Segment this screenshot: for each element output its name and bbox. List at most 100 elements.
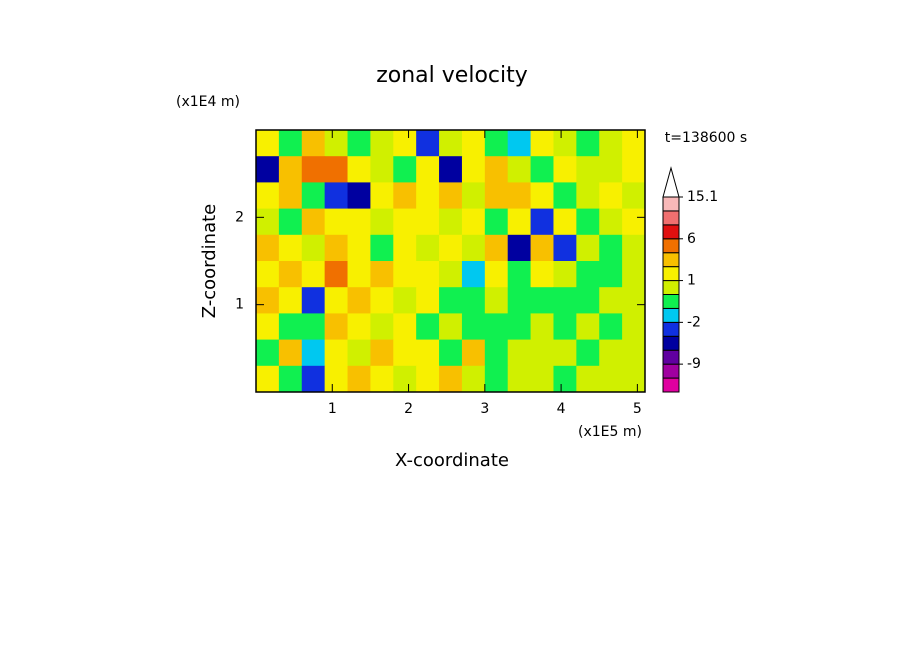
cell xyxy=(416,339,440,367)
colorbar-box xyxy=(662,377,680,393)
cell xyxy=(301,365,326,393)
colorbar-box xyxy=(662,196,680,212)
cell xyxy=(393,130,417,157)
cell xyxy=(278,156,303,183)
cell xyxy=(622,313,646,341)
cell xyxy=(599,234,623,262)
cell xyxy=(484,156,509,183)
cell xyxy=(461,182,486,210)
cell xyxy=(553,313,577,341)
cell xyxy=(484,287,509,314)
cell xyxy=(439,130,463,157)
cell xyxy=(256,182,280,210)
chart-title: zonal velocity xyxy=(376,63,528,88)
cell xyxy=(370,313,394,341)
cell xyxy=(324,156,349,183)
cell xyxy=(324,130,349,157)
colorbar-box xyxy=(662,307,680,323)
y-unit: (x1E4 m) xyxy=(176,94,240,110)
cell xyxy=(347,234,371,262)
cell xyxy=(599,130,623,157)
cell xyxy=(347,339,371,367)
cell xyxy=(484,313,509,341)
cell xyxy=(530,287,554,314)
cell xyxy=(370,365,394,393)
cell xyxy=(622,365,646,393)
y-tick-label: 1 xyxy=(235,297,244,313)
cell xyxy=(553,339,577,367)
cell xyxy=(484,182,509,210)
colorbar-extension xyxy=(662,166,680,198)
cell xyxy=(484,261,509,288)
cell xyxy=(256,130,280,157)
cell xyxy=(530,208,554,236)
cell xyxy=(278,182,303,210)
cell xyxy=(553,365,577,393)
cell xyxy=(439,182,463,210)
cell xyxy=(301,182,326,210)
cell xyxy=(530,261,554,288)
colorbar-box xyxy=(662,363,680,379)
cell xyxy=(599,287,623,314)
cell xyxy=(301,234,326,262)
cell xyxy=(576,365,600,393)
cell xyxy=(278,261,303,288)
cell xyxy=(416,208,440,236)
cell xyxy=(301,261,326,288)
cell xyxy=(553,208,577,236)
cell xyxy=(393,365,417,393)
cell xyxy=(347,156,371,183)
cell xyxy=(461,234,486,262)
cell xyxy=(622,287,646,314)
cell xyxy=(370,287,394,314)
cell xyxy=(278,287,303,314)
cell xyxy=(324,339,349,367)
cell xyxy=(439,365,463,393)
cell xyxy=(278,234,303,262)
cell xyxy=(599,261,623,288)
cell xyxy=(393,261,417,288)
cell xyxy=(507,339,532,367)
cell xyxy=(301,313,326,341)
cell xyxy=(461,365,486,393)
cell xyxy=(530,234,554,262)
cell xyxy=(301,156,326,183)
cell xyxy=(507,287,532,314)
colorbar-box xyxy=(662,280,680,296)
cell xyxy=(599,208,623,236)
cell xyxy=(507,182,532,210)
cell xyxy=(278,339,303,367)
cell xyxy=(576,130,600,157)
cell xyxy=(393,182,417,210)
cell xyxy=(530,182,554,210)
cell xyxy=(553,156,577,183)
colorbar-tick-label: 1 xyxy=(687,273,696,289)
cell xyxy=(278,365,303,393)
cell xyxy=(256,234,280,262)
cell xyxy=(530,339,554,367)
cell xyxy=(256,339,280,367)
cell xyxy=(507,261,532,288)
cell xyxy=(576,287,600,314)
cell xyxy=(439,287,463,314)
cell xyxy=(576,234,600,262)
cell xyxy=(393,339,417,367)
cell xyxy=(576,208,600,236)
cell xyxy=(301,130,326,157)
cell xyxy=(599,313,623,341)
cell xyxy=(484,365,509,393)
cell xyxy=(324,182,349,210)
cell xyxy=(324,208,349,236)
cell xyxy=(507,130,532,157)
cell xyxy=(324,261,349,288)
cell xyxy=(370,261,394,288)
cell xyxy=(484,234,509,262)
cell xyxy=(599,339,623,367)
colorbar-box xyxy=(662,266,680,282)
cell xyxy=(622,261,646,288)
cell xyxy=(301,287,326,314)
cell xyxy=(416,234,440,262)
cell xyxy=(347,313,371,341)
x-tick-label: 4 xyxy=(557,401,566,417)
